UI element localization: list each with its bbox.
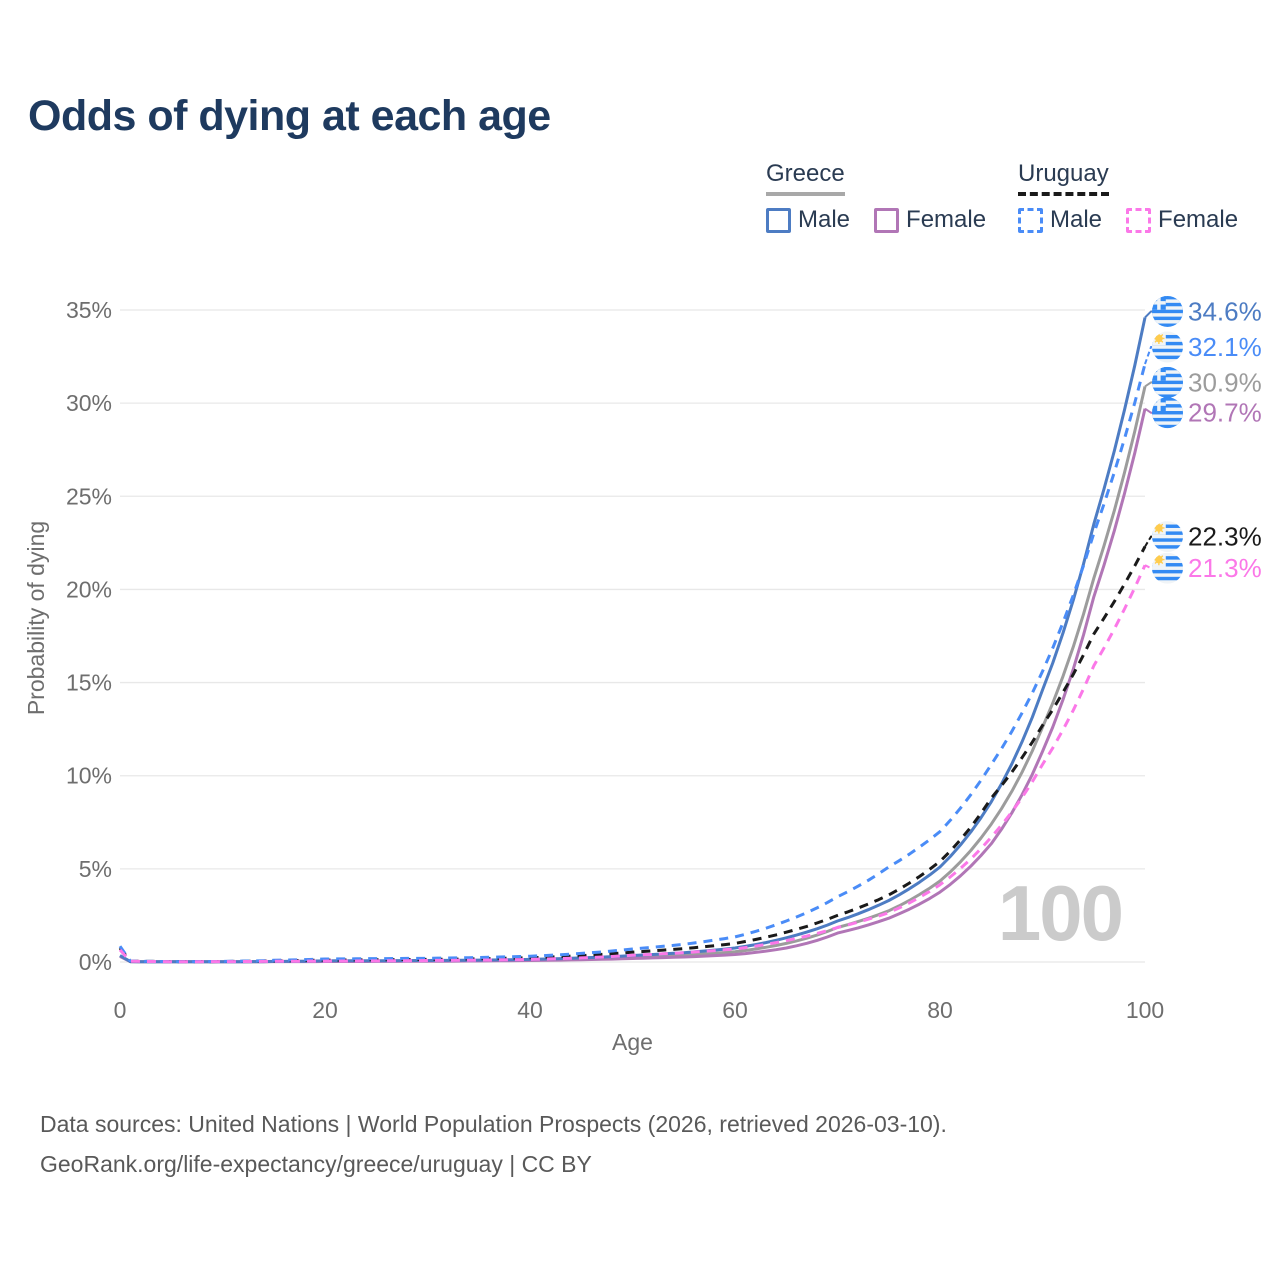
x-axis-tick-label: 40 <box>517 997 543 1023</box>
y-axis-tick-label: 25% <box>66 483 112 509</box>
legend-group-greece: Greece Male Female <box>766 160 1010 234</box>
legend-items-greece: Male Female <box>766 206 1010 234</box>
y-axis-tick-label: 35% <box>66 297 112 323</box>
greece-female-swatch-icon[interactable] <box>874 207 900 233</box>
legend-item-label: Male <box>1050 206 1103 233</box>
legend-item-uruguay-female[interactable]: Female <box>1126 206 1238 234</box>
legend-items-uruguay: Male Female <box>1018 206 1262 234</box>
gridlines <box>120 309 1145 963</box>
legend-country-uruguay[interactable]: Uruguay <box>1018 160 1109 196</box>
legend-item-label: Male <box>798 206 851 233</box>
greece-flag-icon <box>1152 367 1183 398</box>
age-counter-watermark: 100 <box>997 869 1124 957</box>
end-value-label: 32.1% <box>1188 332 1262 362</box>
x-axis-tick-label: 100 <box>1126 997 1164 1023</box>
end-value-label: 29.7% <box>1188 398 1262 428</box>
legend-item-greece-male[interactable]: Male <box>766 206 850 234</box>
series-line-uruguay-female <box>118 564 1147 964</box>
x-axis-tick-label: 80 <box>927 997 953 1023</box>
x-axis-title: Age <box>612 1029 653 1055</box>
uruguay-flag-icon <box>1152 521 1183 552</box>
x-axis-tick-label: 20 <box>312 997 338 1023</box>
end-value-labels: 34.6% 32.1% 30.9%29.7% 22.3%21.3% <box>1144 296 1262 584</box>
y-axis-tick-label: 20% <box>66 576 112 602</box>
end-value-label: 34.6% <box>1188 296 1262 326</box>
data-sources-note: Data sources: United Nations | World Pop… <box>40 1111 947 1137</box>
y-axis-tick-label: 10% <box>66 763 112 789</box>
page-title: Odds of dying at each age <box>28 92 551 140</box>
series-line-greece-male <box>119 317 1147 964</box>
legend-item-greece-female[interactable]: Female <box>874 206 986 234</box>
label-leader-line <box>1144 535 1157 548</box>
uruguay-male-swatch-icon[interactable] <box>1018 207 1043 233</box>
y-axis-title: Probability of dying <box>23 521 49 715</box>
y-axis-tick-label: 30% <box>66 390 112 416</box>
x-axis-tick-label: 0 <box>114 997 127 1023</box>
end-value-label: 22.3% <box>1188 522 1262 552</box>
y-axis-tick-label: 0% <box>79 949 112 975</box>
uruguay-flag-icon <box>1152 332 1183 363</box>
series-line-uruguay-male <box>118 363 1147 964</box>
y-axis-tick-label: 15% <box>66 670 112 696</box>
series-lines <box>118 317 1147 964</box>
x-axis-tick-label: 60 <box>722 997 748 1023</box>
legend-country-greece[interactable]: Greece <box>766 160 845 196</box>
end-value-label: 30.9% <box>1188 367 1262 397</box>
y-axis-tick-label: 5% <box>79 856 112 882</box>
legend-item-label: Female <box>1158 206 1239 233</box>
label-leader-line <box>1144 346 1157 365</box>
attribution-note: GeoRank.org/life-expectancy/greece/urugu… <box>40 1151 592 1177</box>
greece-male-swatch-icon[interactable] <box>766 207 791 233</box>
legend-group-uruguay: Uruguay Male Female <box>1018 160 1262 234</box>
end-value-label: 21.3% <box>1188 553 1262 583</box>
greece-flag-icon <box>1152 397 1183 428</box>
uruguay-flag-icon <box>1152 553 1183 584</box>
legend-item-uruguay-male[interactable]: Male <box>1018 206 1102 234</box>
axis-labels: 35% 30% 25% 20% 15% 10% 5% 0%0 20 40 60 80 100 Age Pro… <box>23 297 1164 1055</box>
greece-flag-icon <box>1152 296 1183 327</box>
uruguay-female-swatch-icon[interactable] <box>1126 207 1152 233</box>
legend: Greece Male Female Uruguay Male <box>0 160 1280 250</box>
legend-item-label: Female <box>906 206 987 233</box>
